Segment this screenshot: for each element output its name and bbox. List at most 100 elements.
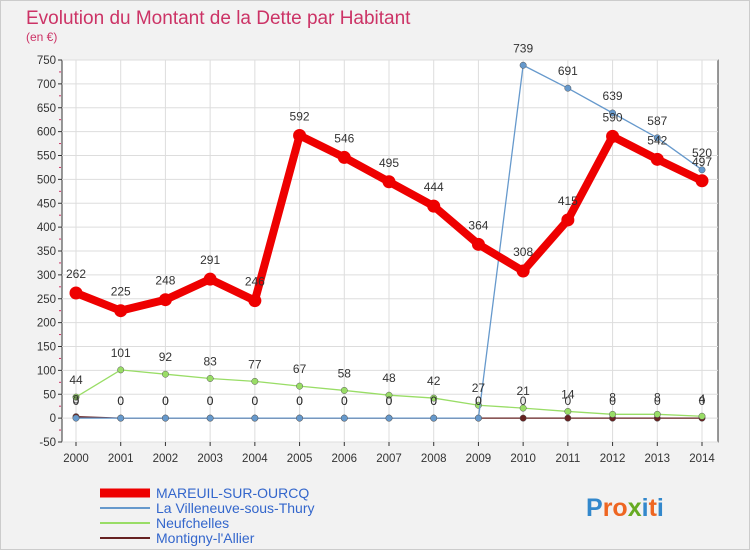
series-point-0 <box>69 286 83 300</box>
data-label-2: 48 <box>382 371 396 385</box>
series-point-1 <box>474 414 482 422</box>
y-tick-label: 250 <box>37 294 56 306</box>
series-point-0 <box>382 175 396 189</box>
y-tick-label: 300 <box>37 270 56 282</box>
series-point-1 <box>340 414 348 422</box>
series-point-0 <box>337 150 351 164</box>
series-point-1 <box>206 414 214 422</box>
x-tick-label: 2009 <box>466 453 492 465</box>
data-label-1: 691 <box>558 64 578 78</box>
x-tick-label: 2013 <box>644 453 670 465</box>
y-tick-label: 500 <box>37 174 56 186</box>
data-label-1: 0 <box>341 394 348 408</box>
series-point-3 <box>564 414 572 422</box>
logo-letter: x <box>628 494 642 522</box>
data-label-3: 0 <box>252 394 259 408</box>
y-tick-label: 400 <box>37 222 56 234</box>
series-point-0 <box>650 152 664 166</box>
x-tick-label: 2007 <box>376 453 402 465</box>
data-label-3: 3 <box>73 393 80 407</box>
series-point-0 <box>248 294 262 308</box>
logo-letter: i <box>642 494 649 522</box>
data-label-1: 0 <box>386 394 393 408</box>
series-point-2 <box>430 394 438 402</box>
data-label-1: 0 <box>252 394 259 408</box>
series-point-0 <box>203 272 217 286</box>
y-tick-label: 450 <box>37 198 56 210</box>
data-label-1: 739 <box>513 41 533 55</box>
data-label-1: 520 <box>692 146 712 160</box>
data-label-0: 291 <box>200 253 220 267</box>
x-tick-label: 2014 <box>689 453 715 465</box>
x-tick-label: 2004 <box>242 453 268 465</box>
y-tick-label: 150 <box>37 342 56 354</box>
data-label-1: 0 <box>117 394 124 408</box>
y-tick-label: 50 <box>43 389 56 401</box>
series-point-2 <box>161 370 169 378</box>
data-label-1: 0 <box>207 394 214 408</box>
y-tick-label: 0 <box>50 413 56 425</box>
series-point-0 <box>471 237 485 251</box>
data-label-1: 639 <box>603 89 623 103</box>
data-label-2: 8 <box>609 390 616 404</box>
x-axis-ticks: 2000 2001 2002 2003 2004 2005 2006 2007 2008 2009… <box>63 442 715 465</box>
series-point-0 <box>695 174 709 188</box>
data-label-0: 592 <box>290 109 310 123</box>
data-label-0: 590 <box>603 110 623 124</box>
series-point-1 <box>564 84 572 92</box>
x-tick-label: 2002 <box>153 453 179 465</box>
data-label-0: 246 <box>245 275 265 289</box>
series-point-2 <box>251 377 259 385</box>
x-tick-label: 2003 <box>197 453 223 465</box>
y-tick-label: 650 <box>37 103 56 115</box>
data-label-2: 44 <box>69 373 83 387</box>
data-label-2: 92 <box>159 350 173 364</box>
data-label-0: 542 <box>647 133 667 147</box>
series-point-2 <box>340 386 348 394</box>
series-point-2 <box>653 410 661 418</box>
data-label-3: 0 <box>475 394 482 408</box>
data-label-3: 0 <box>609 394 616 408</box>
series-point-2 <box>519 404 527 412</box>
series-point-0 <box>293 128 307 142</box>
proxiti-logo: Proxiti <box>586 494 664 522</box>
data-label-3: 0 <box>386 394 393 408</box>
data-label-2: 83 <box>203 354 217 368</box>
chart-title: Evolution du Montant de la Dette par Hab… <box>26 8 411 29</box>
y-tick-label: 700 <box>37 79 56 91</box>
series-point-2 <box>698 412 706 420</box>
data-label-2: 101 <box>111 346 131 360</box>
series-point-2 <box>206 375 214 382</box>
series-point-0 <box>516 264 530 278</box>
legend-label: Neufchelles <box>156 515 229 531</box>
series-point-1 <box>385 414 393 422</box>
logo-letter: P <box>586 494 603 522</box>
data-label-1: 0 <box>475 394 482 408</box>
series-point-1 <box>519 61 527 69</box>
series-point-1 <box>609 109 617 117</box>
x-tick-label: 2006 <box>331 453 357 465</box>
data-label-3: 0 <box>699 394 706 408</box>
y-tick-label: 600 <box>37 127 56 139</box>
chart-subtitle: (en €) <box>26 30 57 44</box>
data-label-2: 21 <box>516 384 530 398</box>
series-point-0 <box>561 213 575 227</box>
series-point-2 <box>72 393 80 401</box>
x-tick-label: 2000 <box>63 453 89 465</box>
series-point-2 <box>117 366 125 374</box>
y-tick-label: -50 <box>39 437 56 449</box>
series-point-1 <box>161 414 169 422</box>
series-point-2 <box>296 382 304 390</box>
data-label-0: 248 <box>155 274 175 288</box>
y-tick-label: 350 <box>37 246 56 258</box>
x-tick-label: 2005 <box>287 453 313 465</box>
data-label-1: 587 <box>647 114 667 128</box>
data-label-3: 0 <box>117 394 124 408</box>
x-tick-label: 2011 <box>555 453 580 465</box>
y-tick-label: 550 <box>37 151 56 163</box>
x-tick-label: 2001 <box>108 453 134 465</box>
y-tick-label: 750 <box>37 55 56 67</box>
data-label-0: 415 <box>558 194 578 208</box>
